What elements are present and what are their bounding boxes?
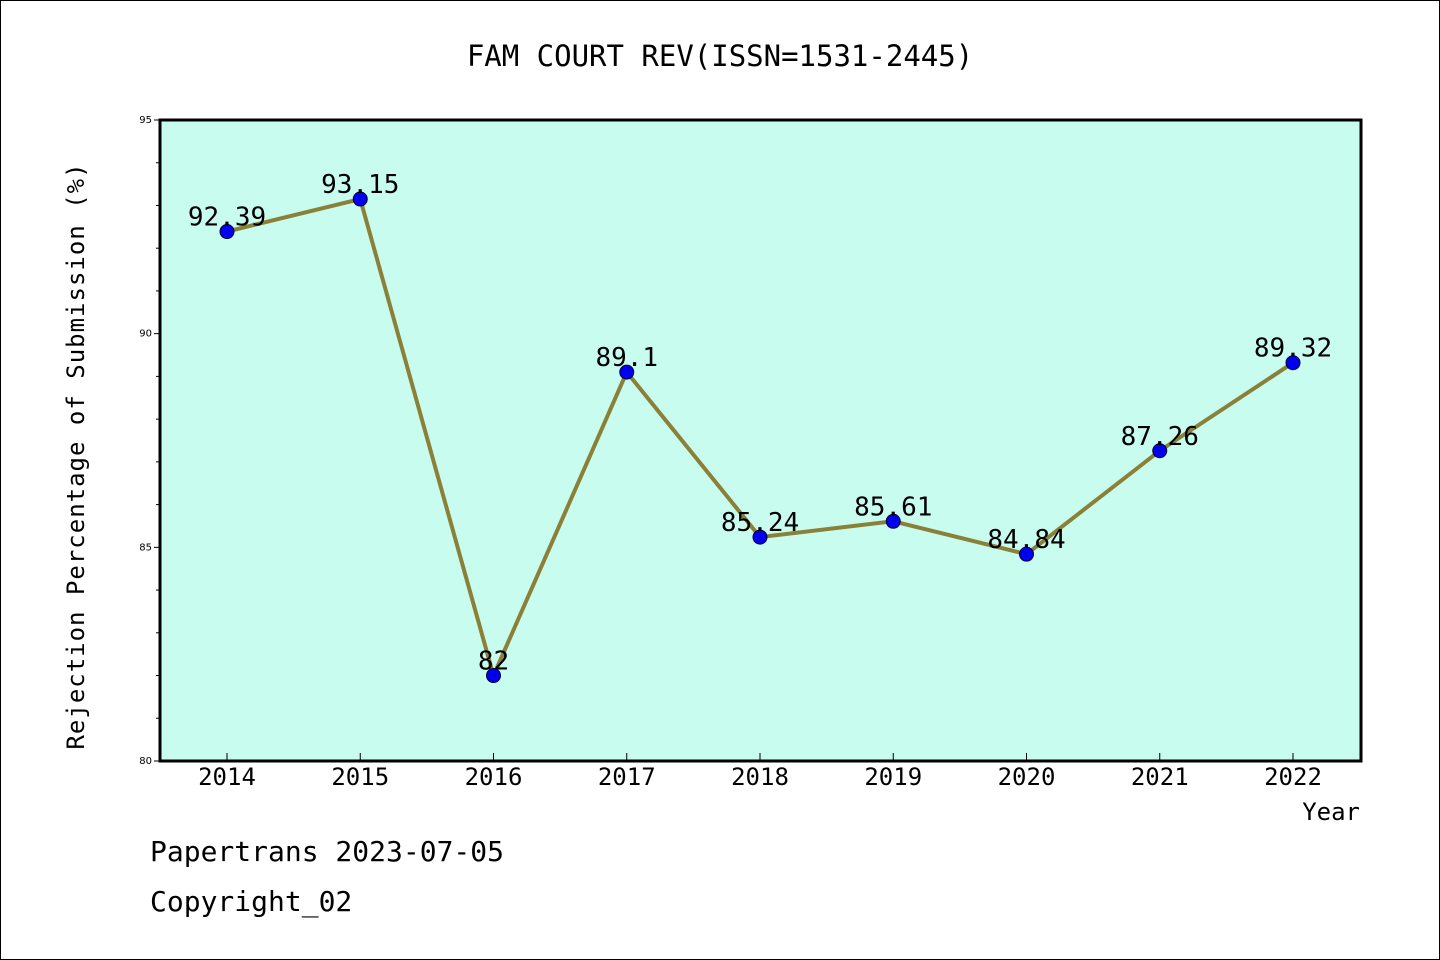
x-tick-label: 2014 <box>198 763 256 791</box>
y-tick-label: 90 <box>139 329 152 340</box>
data-point <box>352 191 368 207</box>
y-axis-label: Rejection Percentage of Submission (%) <box>62 162 90 749</box>
x-tick-label: 2015 <box>331 763 389 791</box>
x-tick-label: 2018 <box>731 763 789 791</box>
data-point <box>619 364 635 380</box>
x-axis-label: Year <box>1302 798 1360 826</box>
data-markers <box>219 191 1301 684</box>
x-tick-label: 2020 <box>998 763 1056 791</box>
data-point <box>486 668 501 684</box>
y-tick-label: 80 <box>139 756 152 767</box>
data-point <box>1152 443 1168 459</box>
x-tick-label: 2017 <box>598 763 656 791</box>
data-label: 85.61 <box>854 492 932 522</box>
y-axis: 80 85 90 95 <box>139 115 160 767</box>
data-labels: 92.39 93.15 82 89.1 85.24 85.61 84.84 87.26 89.3… <box>188 170 1332 676</box>
data-label: 85.24 <box>721 508 799 538</box>
data-point <box>752 529 768 545</box>
footer-copyright: Copyright_02 <box>150 885 353 918</box>
y-tick-label: 95 <box>139 115 152 126</box>
data-label: 89.1 <box>595 343 658 373</box>
data-label: 93.15 <box>321 170 399 200</box>
y-tick-label: 85 <box>139 542 152 553</box>
data-label: 87.26 <box>1121 422 1199 452</box>
x-tick-label: 2019 <box>864 763 922 791</box>
plot-area <box>158 118 1363 763</box>
data-point <box>885 513 901 529</box>
chart-title: FAM COURT REV(ISSN=1531-2445) <box>467 39 973 73</box>
data-label: 89.32 <box>1254 334 1332 364</box>
data-label: 82 <box>478 647 509 677</box>
data-label: 84.84 <box>987 525 1065 555</box>
footer-watermark: Papertrans 2023-07-05 <box>150 835 505 868</box>
data-point <box>1019 546 1034 562</box>
data-point <box>1285 355 1301 371</box>
x-tick-label: 2022 <box>1264 763 1322 791</box>
x-tick-label: 2021 <box>1131 763 1189 791</box>
x-tick-label: 2016 <box>465 763 523 791</box>
x-axis: 2014 2015 2016 2017 2018 2019 2020 2021 2022 <box>198 753 1322 791</box>
data-point <box>219 224 235 240</box>
data-label: 92.39 <box>188 203 266 233</box>
